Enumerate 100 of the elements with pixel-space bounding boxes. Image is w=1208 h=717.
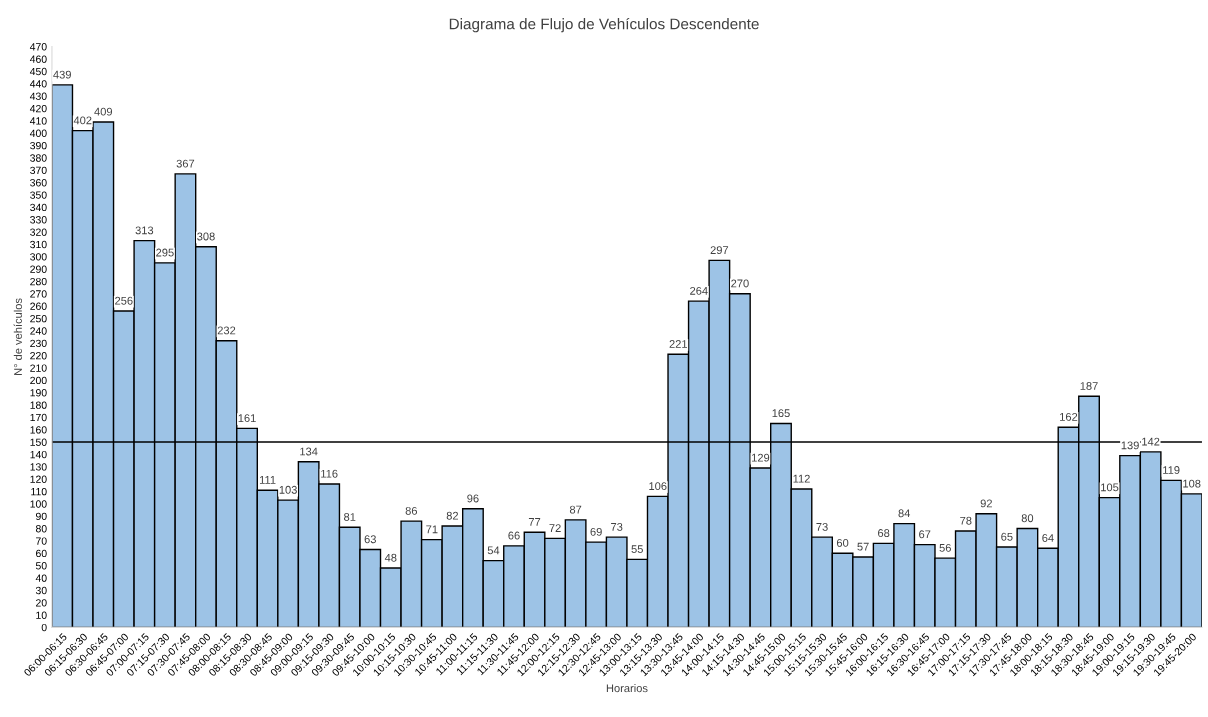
data-label: 402 <box>73 116 92 125</box>
data-label: 187 <box>1080 382 1098 390</box>
data-label: 308 <box>197 232 215 241</box>
y-tick-label: 310 <box>30 240 47 249</box>
data-label: 64 <box>1042 534 1054 542</box>
data-label: 71 <box>426 525 438 534</box>
data-label: 264 <box>690 286 708 295</box>
data-label: 256 <box>115 296 133 305</box>
data-label: 367 <box>176 159 195 168</box>
data-label: 165 <box>772 409 790 418</box>
data-label: 81 <box>344 513 356 521</box>
y-tick-label: 410 <box>29 117 47 125</box>
y-tick-label: 300 <box>30 253 47 261</box>
y-tick-label: 460 <box>29 55 47 63</box>
y-tick-label: 400 <box>29 129 47 137</box>
data-label: 439 <box>53 70 71 79</box>
data-label: 87 <box>569 505 582 514</box>
data-label: 221 <box>669 340 688 348</box>
y-tick-label: 90 <box>35 512 47 521</box>
y-tick-label: 430 <box>29 92 47 100</box>
y-tick-label: 230 <box>30 339 47 348</box>
y-tick-label: 160 <box>30 426 47 434</box>
data-label: 161 <box>238 414 256 423</box>
data-label: 69 <box>590 527 602 536</box>
data-label: 56 <box>939 543 951 552</box>
y-tick-label: 140 <box>30 450 47 459</box>
y-tick-label: 80 <box>35 525 47 533</box>
y-tick-label: 320 <box>30 228 47 236</box>
data-label: 106 <box>649 482 667 491</box>
data-label: 57 <box>857 542 869 551</box>
y-tick-label: 290 <box>30 265 47 273</box>
data-label: 297 <box>710 246 729 255</box>
y-tick-label: 240 <box>30 327 47 335</box>
data-label: 60 <box>836 539 849 547</box>
data-label: 409 <box>94 107 113 116</box>
y-tick-label: 250 <box>30 314 47 323</box>
data-label: 96 <box>467 494 479 503</box>
data-label: 105 <box>1101 483 1119 492</box>
data-label: 313 <box>135 226 154 235</box>
y-tick-label: 280 <box>30 277 47 286</box>
y-tick-label: 170 <box>30 413 47 422</box>
data-label: 55 <box>631 545 643 554</box>
y-tick-label: 420 <box>29 104 47 113</box>
y-tick-label: 180 <box>30 401 47 409</box>
y-tick-label: 340 <box>30 203 47 212</box>
y-tick-label: 190 <box>30 389 47 397</box>
data-label: 129 <box>752 453 770 462</box>
data-label: 67 <box>919 530 931 539</box>
data-label: 142 <box>1142 437 1160 446</box>
y-tick-label: 130 <box>30 463 47 471</box>
data-label: 84 <box>898 509 911 518</box>
data-label: 54 <box>487 546 500 555</box>
data-label: 139 <box>1121 441 1139 450</box>
data-label: 80 <box>1021 514 1034 523</box>
y-tick-label: 40 <box>35 574 47 582</box>
data-label: 112 <box>793 474 810 483</box>
y-tick-label: 330 <box>30 216 47 224</box>
y-axis-title: N° de vehículos <box>13 298 22 376</box>
data-label: 48 <box>384 553 397 562</box>
y-tick-label: 260 <box>30 302 47 310</box>
y-tick-label: 390 <box>30 141 47 150</box>
data-label: 134 <box>300 447 318 456</box>
y-tick-label: 110 <box>31 487 47 496</box>
data-label: 73 <box>611 522 623 531</box>
y-tick-label: 270 <box>30 290 47 298</box>
y-tick-label: 210 <box>30 364 47 372</box>
y-tick-label: 150 <box>30 438 47 446</box>
data-label: 119 <box>1163 466 1180 474</box>
chart-title: Diagrama de Flujo de Vehículos Descendente <box>449 17 759 33</box>
data-label: 68 <box>878 529 890 537</box>
y-tick-label: 30 <box>35 586 47 595</box>
y-tick-label: 350 <box>30 191 47 199</box>
y-tick-label: 20 <box>36 599 47 607</box>
y-tick-label: 360 <box>30 179 47 187</box>
data-label: 82 <box>446 511 459 520</box>
x-axis-title: Horarios <box>606 683 648 693</box>
data-label: 65 <box>1001 532 1013 541</box>
data-label: 232 <box>217 326 236 335</box>
data-label: 72 <box>549 524 561 532</box>
data-label: 295 <box>156 248 174 257</box>
y-tick-label: 370 <box>30 166 47 175</box>
y-tick-label: 70 <box>36 537 47 545</box>
data-label: 162 <box>1060 412 1078 421</box>
y-tick-label: 440 <box>29 80 47 88</box>
y-tick-label: 120 <box>30 475 47 483</box>
y-tick-label: 100 <box>30 500 47 508</box>
data-label: 86 <box>405 506 418 515</box>
y-tick-label: 470 <box>29 43 47 51</box>
y-tick-label: 380 <box>30 154 47 162</box>
y-tick-label: 450 <box>29 67 47 76</box>
data-label: 63 <box>364 535 376 544</box>
data-label: 73 <box>816 522 828 531</box>
y-tick-label: 60 <box>36 549 47 558</box>
data-label: 92 <box>980 499 992 508</box>
data-label: 78 <box>960 516 972 525</box>
data-label: 103 <box>279 485 297 494</box>
data-label: 108 <box>1183 479 1201 488</box>
y-tick-label: 50 <box>35 562 47 570</box>
y-tick-label: 220 <box>30 352 47 360</box>
y-tick-label: 0 <box>41 623 47 632</box>
